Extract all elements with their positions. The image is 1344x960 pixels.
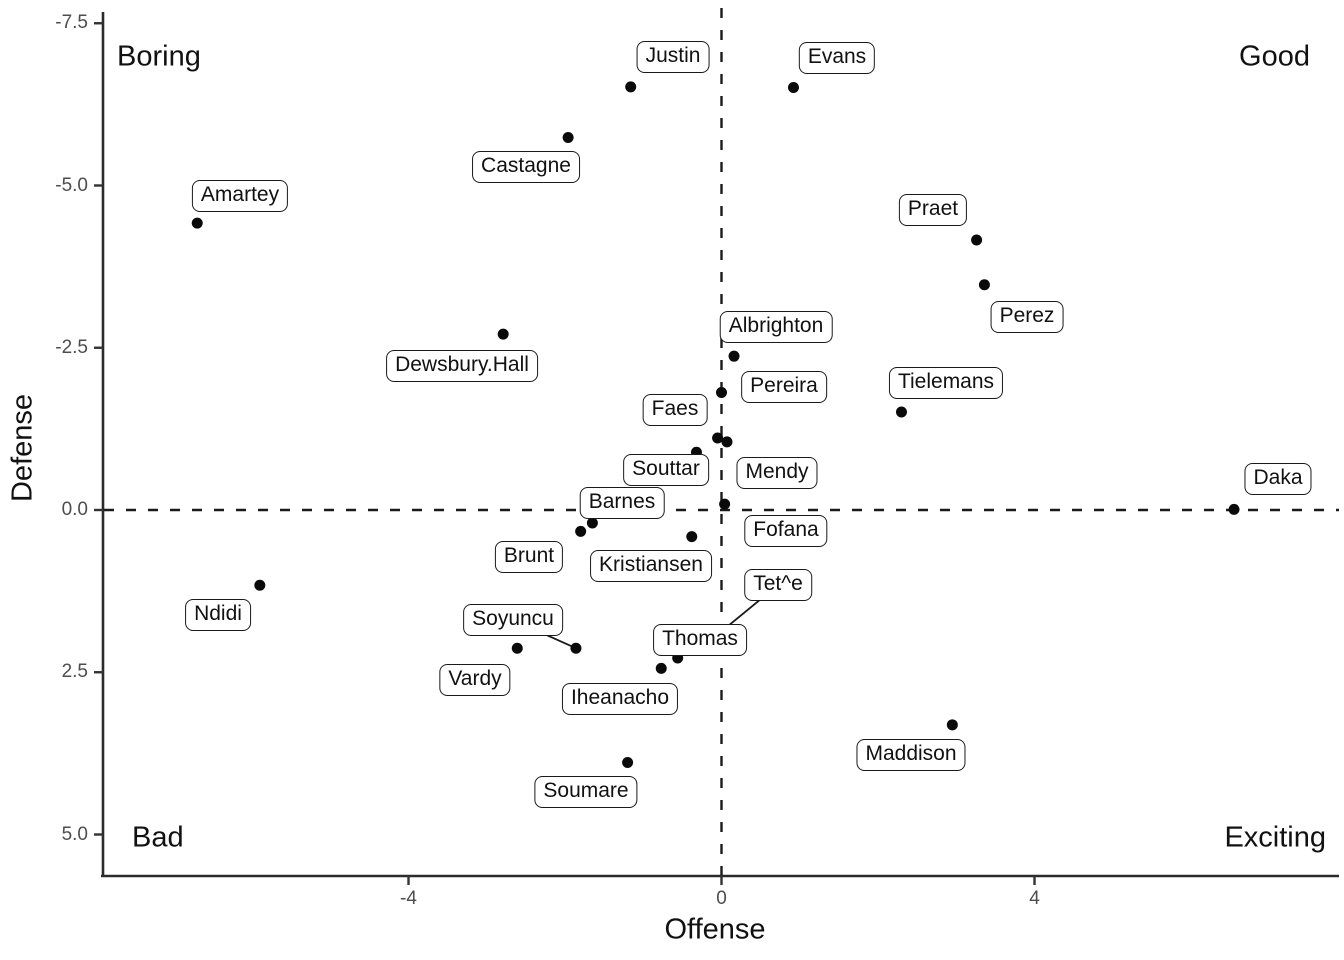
point-perez <box>978 279 990 291</box>
point-fofana <box>719 498 731 510</box>
point-vardy <box>511 642 523 654</box>
point-evans <box>787 82 799 94</box>
quadrant-label-exciting: Exciting <box>1224 821 1326 854</box>
point-tet-e <box>717 624 729 636</box>
point-pereira <box>716 387 727 399</box>
point-daka <box>1228 503 1240 515</box>
point-praet <box>971 234 983 246</box>
leader-line-tet-e <box>722 584 779 631</box>
point-faes <box>712 432 724 444</box>
point-mendy <box>721 436 733 448</box>
quadrant-label-bad: Bad <box>132 821 184 854</box>
y-axis-title: Defense <box>6 393 39 503</box>
point-barnes <box>586 517 598 529</box>
leader-line-soyuncu <box>512 619 577 650</box>
point-castagne <box>562 131 574 143</box>
point-albrighton <box>728 350 740 362</box>
point-kristiansen <box>686 531 698 543</box>
point-souttar <box>690 446 702 458</box>
point-maddison <box>946 719 958 731</box>
point-iheanacho <box>655 662 667 674</box>
x-axis-title: Offense <box>664 913 766 946</box>
point-dewsbury-hall <box>497 328 509 340</box>
point-brunt <box>575 525 587 537</box>
point-soumare <box>622 756 634 768</box>
point-soyuncu <box>570 642 582 654</box>
point-justin <box>625 81 637 93</box>
quadrant-label-good: Good <box>1239 40 1310 73</box>
point-tielemans <box>895 406 907 418</box>
point-thomas <box>672 652 684 664</box>
quadrant-label-boring: Boring <box>117 40 201 73</box>
point-amartey <box>191 217 203 229</box>
point-ndidi <box>254 579 266 591</box>
